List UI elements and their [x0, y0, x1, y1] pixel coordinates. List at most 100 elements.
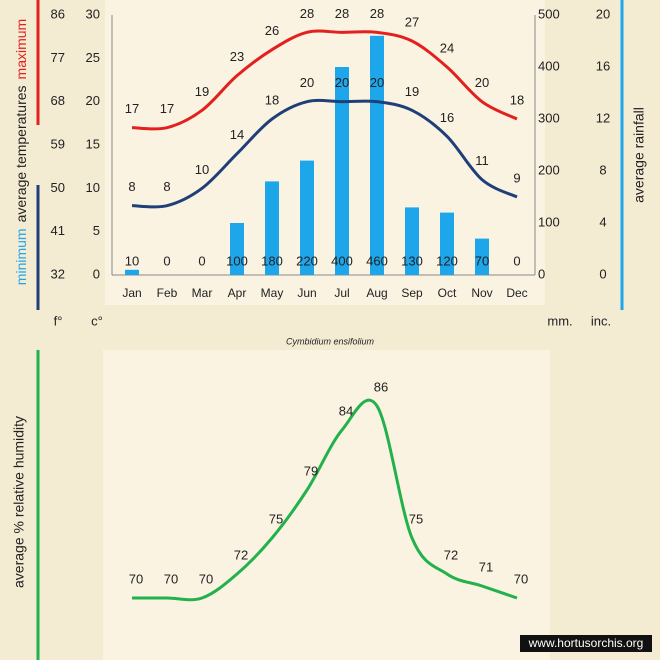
- data-label: 100: [226, 253, 248, 268]
- x-tick-label: Jan: [122, 286, 141, 300]
- tick-label: 10: [86, 180, 100, 195]
- panel: [103, 350, 550, 660]
- data-label: 400: [331, 253, 353, 268]
- data-label: 17: [125, 101, 139, 116]
- data-label: 220: [296, 253, 318, 268]
- y2-axis-label: average rainfall: [631, 107, 647, 203]
- bar: [265, 181, 279, 275]
- data-label: 24: [440, 40, 454, 55]
- x-tick-label: Mar: [192, 286, 213, 300]
- tick-label: 30: [86, 6, 100, 21]
- x-tick-label: Dec: [506, 286, 527, 300]
- tick-label: 0: [93, 266, 100, 281]
- tick-label: 59: [51, 136, 65, 151]
- data-label: 72: [234, 547, 248, 562]
- mm-unit: mm.: [547, 313, 572, 328]
- data-label: 79: [304, 463, 318, 478]
- tick-label: 16: [596, 58, 610, 73]
- bar: [370, 35, 384, 275]
- data-label: 180: [261, 253, 283, 268]
- data-label: 28: [370, 6, 384, 21]
- inc-unit: inc.: [591, 313, 611, 328]
- data-label: 28: [300, 6, 314, 21]
- data-label: 20: [370, 75, 384, 90]
- data-label: 26: [265, 23, 279, 38]
- tick-label: 15: [86, 136, 100, 151]
- c-unit: c°: [91, 313, 103, 328]
- bar: [475, 238, 489, 275]
- data-label: 0: [198, 253, 205, 268]
- humidity-axis-label: average % relative humidity: [11, 416, 27, 588]
- line: [131, 98, 518, 209]
- data-label: 10: [195, 162, 209, 177]
- panel: [105, 0, 545, 305]
- data-label: 0: [513, 253, 520, 268]
- bar: [230, 223, 244, 275]
- data-label: 70: [514, 571, 528, 586]
- tick-label: 20: [596, 6, 610, 21]
- tick-label: 0: [599, 266, 606, 281]
- data-label: 8: [128, 179, 135, 194]
- avg-label: average temperatures: [13, 85, 29, 222]
- tick-label: 86: [51, 6, 65, 21]
- tick-label: 5: [93, 223, 100, 238]
- f-unit: f°: [54, 313, 63, 328]
- data-label: 72: [444, 547, 458, 562]
- line: [131, 29, 518, 131]
- data-label: 20: [335, 75, 349, 90]
- line: [132, 398, 518, 602]
- data-label: 8: [163, 179, 170, 194]
- data-label: 27: [405, 14, 419, 29]
- tick-label: 0: [538, 266, 545, 281]
- data-label: 120: [436, 253, 458, 268]
- data-label: 130: [401, 253, 423, 268]
- x-tick-label: Aug: [366, 286, 387, 300]
- data-label: 14: [230, 127, 244, 142]
- x-tick-label: May: [261, 286, 284, 300]
- data-label: 23: [230, 49, 244, 64]
- tick-label: 400: [538, 58, 560, 73]
- x-tick-label: Feb: [157, 286, 178, 300]
- data-label: 16: [440, 110, 454, 125]
- bar: [440, 212, 454, 275]
- x-tick-label: Jul: [334, 286, 349, 300]
- x-tick-label: Sep: [401, 286, 423, 300]
- tick-label: 12: [596, 110, 610, 125]
- y-axis-label: minimum average temperatures maximum: [13, 19, 29, 285]
- bar: [300, 160, 314, 275]
- bar: [335, 67, 349, 275]
- data-label: 9: [513, 170, 520, 185]
- bar: [125, 269, 139, 275]
- tick-label: 100: [538, 214, 560, 229]
- data-label: 19: [405, 84, 419, 99]
- data-label: 28: [335, 6, 349, 21]
- data-label: 70: [164, 571, 178, 586]
- data-label: 70: [475, 253, 489, 268]
- data-label: 19: [195, 84, 209, 99]
- tick-label: 41: [51, 223, 65, 238]
- data-label: 18: [265, 92, 279, 107]
- x-tick-label: Jun: [297, 286, 316, 300]
- data-label: 18: [510, 92, 524, 107]
- data-label: 70: [199, 571, 213, 586]
- tick-label: 200: [538, 162, 560, 177]
- data-label: 75: [269, 511, 283, 526]
- data-label: 70: [129, 571, 143, 586]
- bar: [405, 207, 419, 275]
- min-label: minimum: [13, 228, 29, 285]
- data-label: 20: [475, 75, 489, 90]
- tick-label: 500: [538, 6, 560, 21]
- data-label: 11: [475, 153, 489, 168]
- x-tick-label: Apr: [228, 286, 247, 300]
- x-tick-label: Oct: [438, 286, 457, 300]
- tick-label: 77: [51, 50, 65, 65]
- tick-label: 8: [599, 162, 606, 177]
- data-label: 84: [339, 403, 353, 418]
- data-label: 75: [409, 511, 423, 526]
- max-label: maximum: [13, 19, 29, 80]
- data-label: 86: [374, 379, 388, 394]
- tick-label: 300: [538, 110, 560, 125]
- tick-label: 4: [599, 214, 606, 229]
- data-label: 17: [160, 101, 174, 116]
